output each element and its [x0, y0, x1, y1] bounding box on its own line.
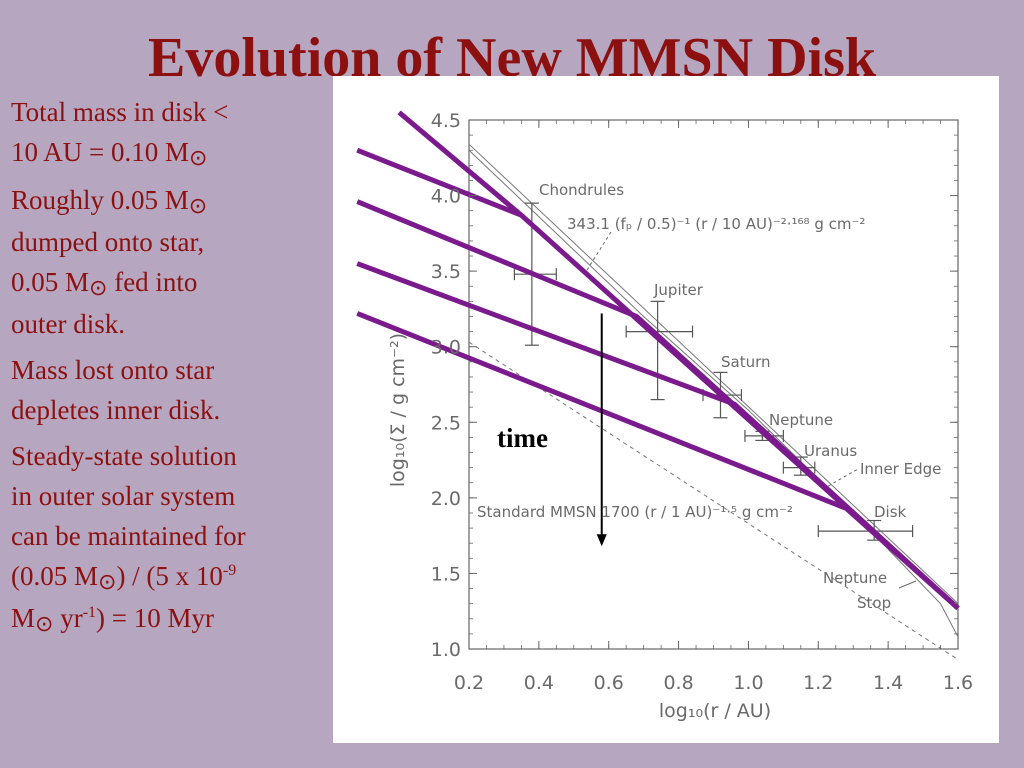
surface-density-chart: Chondrules 343.1 (fₚ / 0.5)⁻¹ (r / 10 AU…: [356, 110, 973, 722]
bullet-mass-dumped: Roughly 0.05 M⊙ dumped onto star, 0.05 M…: [11, 185, 208, 339]
y-tick-label: 2.5: [431, 412, 461, 434]
neptune-stop-label-2: Stop: [857, 594, 891, 612]
inner-edge-label: Inner Edge: [860, 460, 941, 478]
bullet-mass-lost: Mass lost onto star depletes inner disk.: [11, 355, 221, 425]
x-tick-label: 1.4: [873, 672, 903, 694]
neptune-stop-label-1: Neptune: [823, 569, 887, 587]
sun-symbol-icon: ⊙: [98, 569, 117, 594]
sun-symbol-icon: ⊙: [89, 275, 108, 300]
y-axis-label: log₁₀(Σ / g cm⁻²): [387, 333, 409, 487]
chart-panel: Chondrules 343.1 (fₚ / 0.5)⁻¹ (r / 10 AU…: [333, 76, 999, 743]
sun-symbol-icon: ⊙: [189, 145, 208, 170]
model-line-2: [356, 147, 523, 218]
x-tick-label: 1.0: [733, 672, 763, 694]
bullet-steady-state: Steady-state solution in outer solar sys…: [11, 441, 246, 636]
y-tick-label: 4.5: [431, 110, 461, 132]
y-tick-label: 2.0: [431, 488, 461, 510]
y-tick-label: 3.0: [431, 337, 461, 359]
chondrules-leader-line: [586, 231, 612, 271]
y-tick-label: 1.0: [431, 639, 461, 661]
disk-label: Disk: [874, 503, 907, 521]
sun-symbol-icon: ⊙: [35, 611, 54, 636]
mmsn-label: Standard MMSN 1700 (r / 1 AU)⁻¹·⁵ g cm⁻²: [477, 503, 793, 521]
bullet-total-mass: Total mass in disk < 10 AU = 0.10 M⊙: [11, 97, 229, 170]
inner-edge-leader-line: [822, 468, 859, 490]
model-line-5: [356, 311, 960, 611]
neptune-stop-leader-line: [898, 580, 917, 589]
steep-fit-label: 343.1 (fₚ / 0.5)⁻¹ (r / 10 AU)⁻²·¹⁶⁸ g c…: [567, 215, 865, 233]
x-tick-label: 0.8: [663, 672, 693, 694]
y-tick-label: 3.5: [431, 261, 461, 283]
x-tick-label: 0.2: [454, 672, 484, 694]
saturn-label: Saturn: [721, 353, 771, 371]
time-arrow-head-icon: [596, 534, 607, 547]
reference-line-1: [468, 143, 959, 605]
x-tick-label: 1.2: [803, 672, 833, 694]
time-label: time: [497, 423, 548, 453]
bullet-list: Total mass in disk < 10 AU = 0.10 M⊙ Rou…: [11, 92, 331, 646]
reference-line-2: [468, 341, 959, 660]
uranus-label: Uranus: [804, 442, 857, 460]
neptune-label: Neptune: [769, 411, 833, 429]
y-tick-label: 1.5: [431, 563, 461, 585]
x-tick-label: 0.4: [524, 672, 554, 694]
x-tick-label: 0.6: [594, 672, 624, 694]
x-axis-label: log₁₀(r / AU): [659, 700, 771, 722]
y-tick-label: 4.0: [431, 186, 461, 208]
x-tick-label: 1.6: [943, 672, 973, 694]
chondrules-label: Chondrules: [539, 181, 624, 199]
jupiter-label: Jupiter: [653, 281, 704, 299]
sun-symbol-icon: ⊙: [188, 193, 208, 218]
